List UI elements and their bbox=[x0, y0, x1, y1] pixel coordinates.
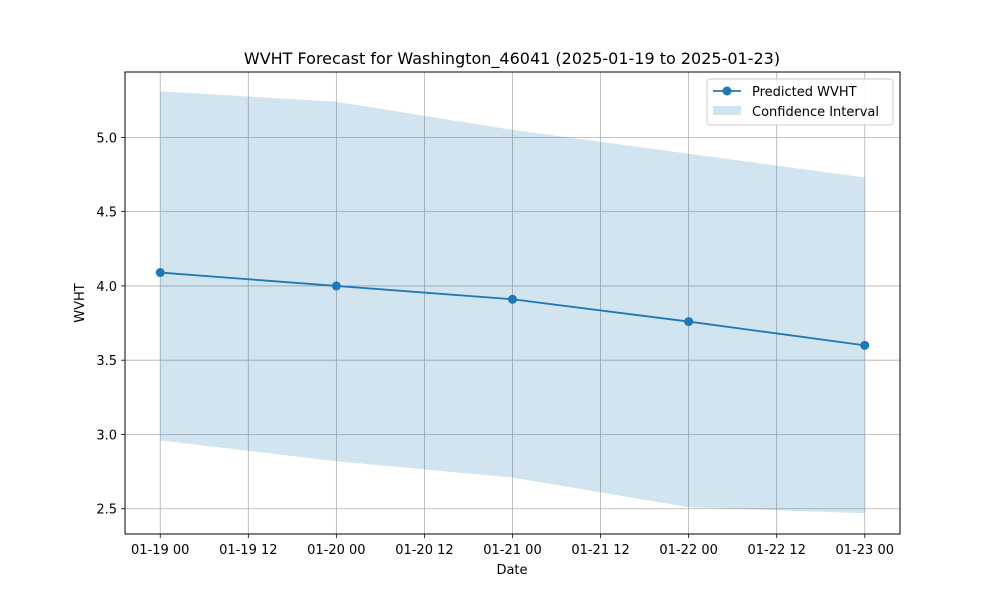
x-tick-label: 01-19 12 bbox=[219, 543, 277, 558]
y-axis-label: WVHT bbox=[73, 283, 88, 323]
x-tick-label: 01-22 12 bbox=[747, 543, 805, 558]
legend: Predicted WVHT Confidence Interval bbox=[706, 78, 894, 126]
x-tick-label: 01-23 00 bbox=[836, 543, 894, 558]
series-line-layer bbox=[155, 268, 870, 350]
y-tick-label: 5.0 bbox=[96, 131, 117, 146]
predicted-wvht-point bbox=[331, 281, 341, 291]
x-tick-label: 01-20 00 bbox=[307, 543, 365, 558]
legend-band-swatch bbox=[713, 106, 741, 115]
y-tick-label: 3.0 bbox=[96, 428, 117, 443]
x-tick-label: 01-21 00 bbox=[483, 543, 541, 558]
y-tick-label: 2.5 bbox=[96, 503, 117, 518]
x-axis-label: Date bbox=[496, 563, 527, 578]
x-tick-label: 01-22 00 bbox=[659, 543, 717, 558]
legend-label-predicted: Predicted WVHT bbox=[752, 85, 857, 100]
x-tick-label: 01-19 00 bbox=[131, 543, 189, 558]
predicted-wvht-point bbox=[155, 268, 165, 278]
grid bbox=[125, 72, 900, 534]
axis-ticks: 01-19 00 01-19 12 01-20 00 01-20 12 01-21 00… bbox=[96, 131, 894, 558]
legend-label-confidence: Confidence Interval bbox=[752, 105, 879, 120]
y-tick-label: 4.5 bbox=[96, 206, 117, 221]
chart-title: WVHT Forecast for Washington_46041 (2025… bbox=[244, 49, 780, 69]
legend-marker-swatch bbox=[722, 86, 732, 96]
y-tick-label: 3.5 bbox=[96, 354, 117, 369]
predicted-wvht-point bbox=[508, 294, 517, 304]
predicted-wvht-point bbox=[684, 317, 694, 327]
y-tick-label: 4.0 bbox=[96, 280, 117, 295]
predicted-wvht-point bbox=[860, 340, 870, 350]
x-tick-label: 01-21 12 bbox=[571, 543, 629, 558]
x-tick-label: 01-20 12 bbox=[395, 543, 453, 558]
legend-box bbox=[706, 78, 894, 126]
